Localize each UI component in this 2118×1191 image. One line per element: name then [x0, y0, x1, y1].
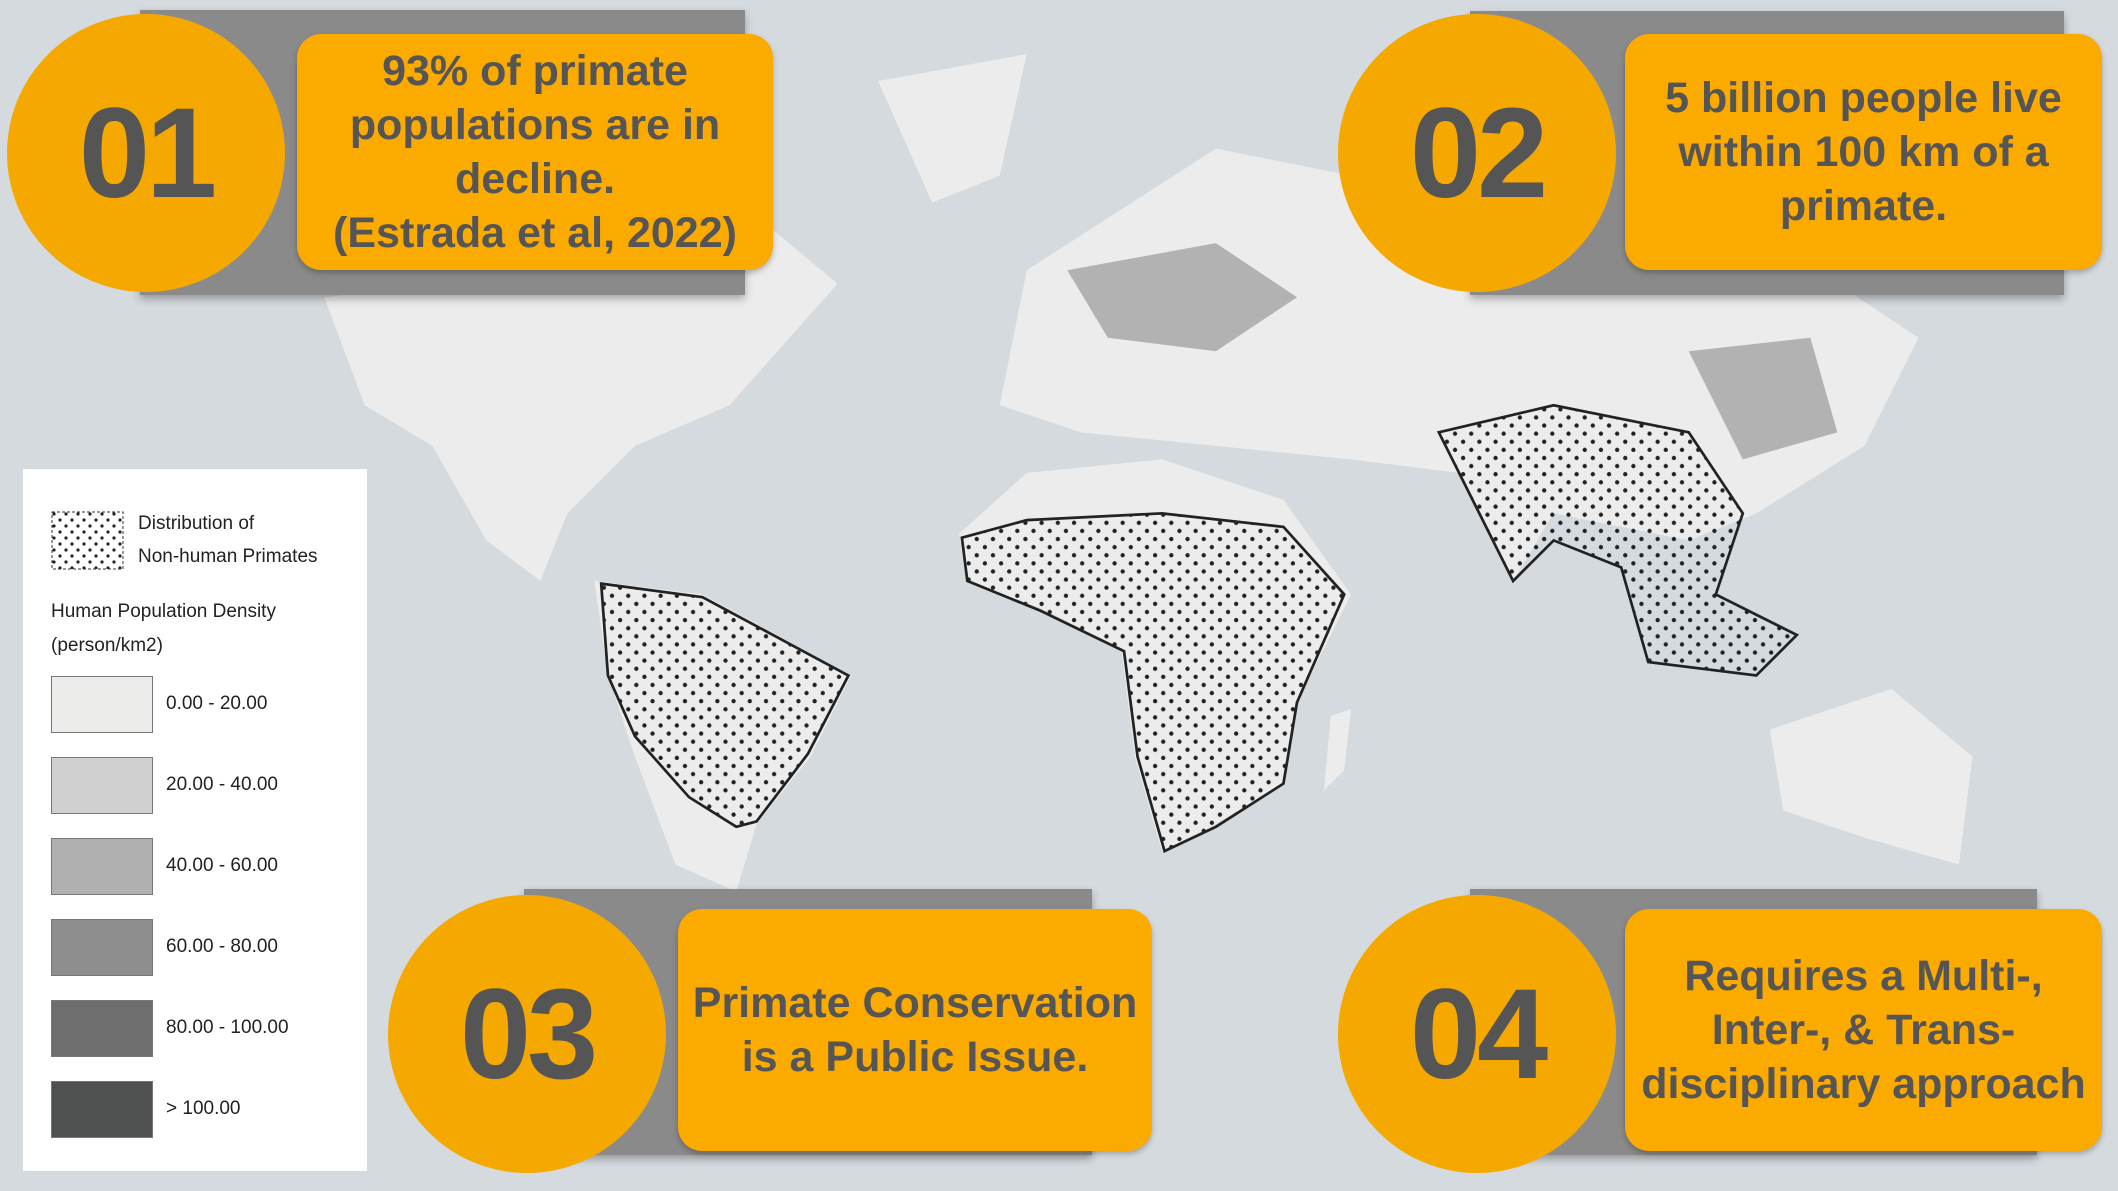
- card-text: 5 billion people live: [1665, 74, 2062, 122]
- legend-label: 0.00 - 20.00: [166, 693, 268, 714]
- legend-title: (person/km2): [51, 635, 163, 656]
- legend-text: Distribution of: [138, 513, 255, 534]
- australia: [1769, 689, 1973, 865]
- card-number: 03: [388, 895, 666, 1173]
- card-text: decline.: [454, 155, 616, 203]
- card-text: 93% of primate: [382, 47, 688, 95]
- europe-density: [1067, 243, 1297, 352]
- madagascar: [1323, 709, 1352, 791]
- legend-label: 60.00 - 80.00: [166, 936, 278, 957]
- legend-swatch: [51, 1000, 153, 1057]
- legend-swatch: [51, 838, 153, 895]
- legend-swatch: [51, 676, 153, 733]
- primates-americas: [599, 582, 851, 829]
- card-box: Requires a Multi-, Inter-, & Trans-discip…: [1625, 909, 2102, 1151]
- legend-label: 20.00 - 40.00: [166, 774, 278, 795]
- card-number: 01: [7, 14, 285, 292]
- legend-label: 80.00 - 100.00: [166, 1017, 289, 1038]
- east-asia-density: [1688, 337, 1838, 460]
- legend-label: > 100.00: [166, 1098, 241, 1119]
- primate-swatch: [51, 511, 124, 570]
- greenland: [878, 54, 1027, 203]
- card-text: within 100 km of a: [1678, 128, 2049, 176]
- legend-title: Human Population Density: [51, 601, 276, 622]
- card-text: Primate Conservation: [692, 979, 1138, 1027]
- card-text: primate.: [1779, 182, 1948, 230]
- card-box: Primate Conservation is a Public Issue.: [678, 909, 1152, 1151]
- legend-swatch: [51, 919, 153, 976]
- card-text: disciplinary approach: [1641, 1060, 2086, 1108]
- legend-swatch: [51, 757, 153, 814]
- primates-africa: [960, 512, 1346, 854]
- card-text: Requires a Multi-,: [1684, 952, 2043, 1000]
- primates-asia: [1436, 403, 1800, 677]
- north-america: [324, 216, 838, 581]
- card-text: (Estrada et al, 2022): [333, 209, 737, 257]
- card-text: is a Public Issue.: [741, 1033, 1089, 1081]
- card-box: 5 billion people live within 100 km of a p…: [1625, 34, 2102, 270]
- legend-label: 40.00 - 60.00: [166, 855, 278, 876]
- card-box: 93% of primate populations are in decline.…: [297, 34, 773, 270]
- card-number: 02: [1338, 14, 1616, 292]
- legend-text: Non-human Primates: [138, 546, 318, 567]
- card-text: populations are in: [349, 101, 721, 149]
- card-text: Inter-, & Trans-: [1711, 1006, 2016, 1054]
- card-number: 04: [1338, 895, 1616, 1173]
- legend-swatch: [51, 1081, 153, 1138]
- legend: Distribution of Non-human Primates Human…: [23, 469, 367, 1171]
